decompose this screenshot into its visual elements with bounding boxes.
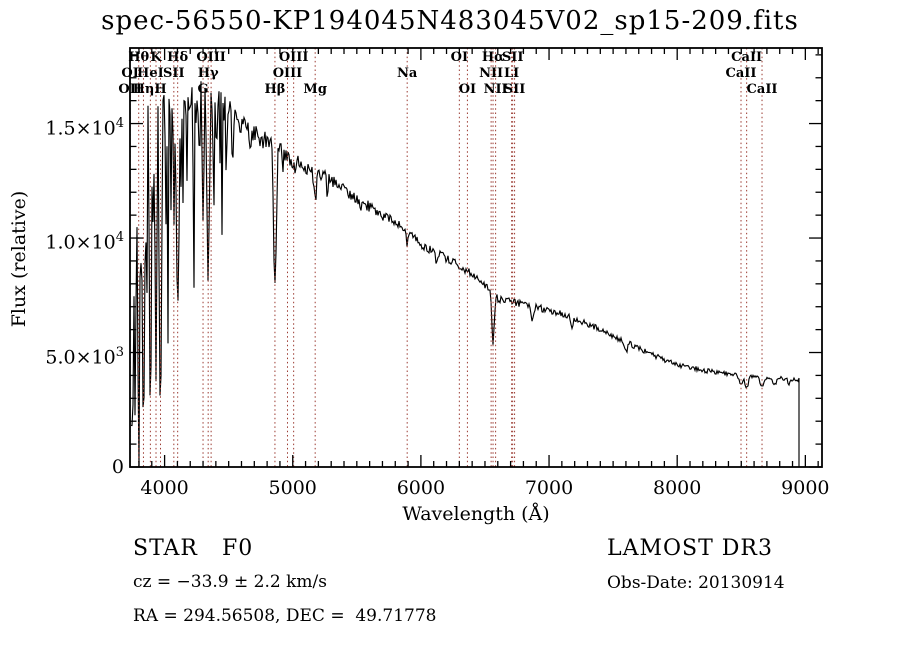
- ra-dec-text: RA = 294.56508, DEC = 49.71778: [133, 606, 437, 626]
- object-class-text: STAR F0: [133, 536, 254, 561]
- x-axis-label: Wavelength (Å): [402, 503, 550, 525]
- plot-title: spec-56550-KP194045N483045V02_sp15-209.f…: [101, 6, 799, 36]
- survey-release-text: LAMOST DR3: [607, 536, 773, 561]
- obs-date-text: Obs-Date: 20130914: [607, 573, 785, 593]
- plot-border: [129, 47, 823, 468]
- radial-velocity-text: cz = −33.9 ± 2.2 km/s: [133, 572, 327, 592]
- spectrum-curve: [130, 81, 800, 467]
